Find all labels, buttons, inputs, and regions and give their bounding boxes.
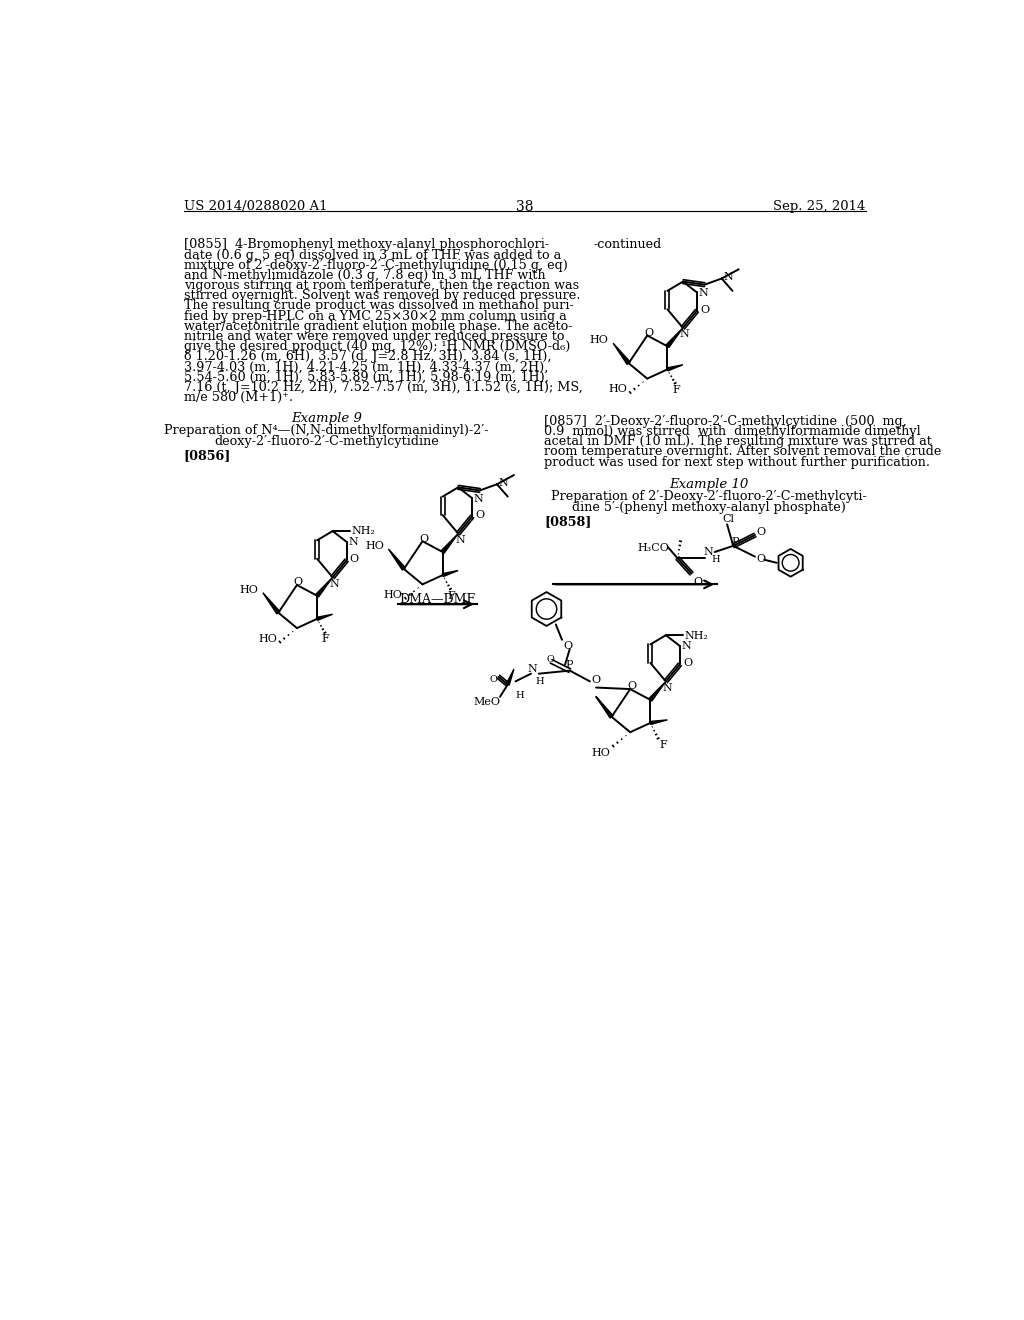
Text: NH₂: NH₂	[351, 527, 375, 536]
Text: F: F	[447, 590, 455, 601]
Text: deoxy-2′-fluoro-2′-C-methylcytidine: deoxy-2′-fluoro-2′-C-methylcytidine	[214, 436, 438, 447]
Text: P: P	[732, 537, 739, 546]
Text: dine 5′-(phenyl methoxy-alanyl phosphate): dine 5′-(phenyl methoxy-alanyl phosphate…	[572, 502, 846, 515]
Text: N: N	[723, 272, 733, 282]
Text: US 2014/0288020 A1: US 2014/0288020 A1	[183, 199, 328, 213]
Text: O: O	[592, 676, 600, 685]
Text: stirred overnight. Solvent was removed by reduced pressure.: stirred overnight. Solvent was removed b…	[183, 289, 581, 302]
Text: [0856]: [0856]	[183, 449, 231, 462]
Text: Cl: Cl	[722, 513, 734, 524]
Text: N: N	[681, 642, 691, 651]
Text: DMA—DMF: DMA—DMF	[399, 594, 475, 606]
Text: O: O	[294, 577, 303, 587]
Text: [0855]  4-Bromophenyl methoxy-alanyl phosphorochlori-: [0855] 4-Bromophenyl methoxy-alanyl phos…	[183, 239, 549, 252]
Text: N: N	[474, 494, 483, 503]
Text: 38: 38	[516, 199, 534, 214]
Text: H₃CO: H₃CO	[637, 543, 669, 553]
Text: H: H	[712, 556, 720, 564]
Text: m/e 580 (M+1)⁺.: m/e 580 (M+1)⁺.	[183, 391, 293, 404]
Text: O: O	[644, 327, 653, 338]
Polygon shape	[666, 327, 683, 347]
Polygon shape	[613, 343, 630, 364]
Text: vigorous stirring at room temperature, then the reaction was: vigorous stirring at room temperature, t…	[183, 279, 579, 292]
Text: HO: HO	[384, 590, 402, 601]
Text: Preparation of N⁴—(N,N-dimethylformanidinyl)-2′-: Preparation of N⁴—(N,N-dimethylformanidi…	[164, 424, 488, 437]
Text: N: N	[703, 548, 714, 557]
Text: HO: HO	[258, 634, 278, 644]
Text: 0.9  mmol) was stirred  with  dimethylformamide dimethyl: 0.9 mmol) was stirred with dimethylforma…	[544, 425, 921, 438]
Text: N: N	[348, 537, 357, 548]
Text: F: F	[659, 741, 668, 750]
Text: water/acetonitrile gradient elution mobile phase. The aceto-: water/acetonitrile gradient elution mobi…	[183, 319, 572, 333]
Text: O: O	[683, 659, 692, 668]
Text: P: P	[565, 660, 572, 669]
Text: O: O	[489, 676, 497, 684]
Text: 5.54-5.60 (m, 1H), 5.83-5.89 (m, 1H), 5.98-6.19 (m, 1H),: 5.54-5.60 (m, 1H), 5.83-5.89 (m, 1H), 5.…	[183, 371, 549, 384]
Text: δ 1.20-1.26 (m, 6H), 3.57 (d, J=2.8 Hz, 3H), 3.84 (s, 1H),: δ 1.20-1.26 (m, 6H), 3.57 (d, J=2.8 Hz, …	[183, 350, 551, 363]
Polygon shape	[650, 719, 668, 725]
Text: N: N	[499, 478, 508, 488]
Text: 7.16 (t, J=10.2 Hz, 2H), 7.52-7.57 (m, 3H), 11.52 (s, 1H); MS,: 7.16 (t, J=10.2 Hz, 2H), 7.52-7.57 (m, 3…	[183, 380, 583, 393]
Polygon shape	[441, 533, 458, 553]
Text: HO: HO	[240, 585, 258, 594]
Text: acetal in DMF (10 mL). The resulting mixture was stirred at: acetal in DMF (10 mL). The resulting mix…	[544, 436, 932, 449]
Text: give the desired product (40 mg, 12%); ¹H NMR (DMSO-d₆): give the desired product (40 mg, 12%); ¹…	[183, 341, 570, 354]
Text: H: H	[515, 690, 524, 700]
Text: HO: HO	[590, 335, 609, 345]
Text: O: O	[757, 553, 766, 564]
Text: O: O	[627, 681, 636, 692]
Text: H: H	[536, 677, 545, 686]
Text: [0858]: [0858]	[544, 515, 592, 528]
Text: O: O	[700, 305, 709, 314]
Text: O: O	[757, 528, 766, 537]
Text: N: N	[528, 664, 538, 675]
Polygon shape	[667, 364, 683, 371]
Text: room temperature overnight. After solvent removal the crude: room temperature overnight. After solven…	[544, 445, 941, 458]
Text: NH₂: NH₂	[684, 631, 709, 640]
Text: F: F	[322, 635, 330, 644]
Text: O: O	[563, 642, 572, 651]
Text: F: F	[672, 385, 680, 395]
Text: fied by prep-HPLC on a YMC 25×30×2 mm column using a: fied by prep-HPLC on a YMC 25×30×2 mm co…	[183, 310, 566, 322]
Polygon shape	[315, 577, 333, 597]
Text: HO: HO	[608, 384, 628, 395]
Text: date (0.6 g, 5 eq) dissolved in 3 mL of THF was added to a: date (0.6 g, 5 eq) dissolved in 3 mL of …	[183, 248, 561, 261]
Text: Preparation of 2′-Deoxy-2′-fluoro-2′-C-methylcyti-: Preparation of 2′-Deoxy-2′-fluoro-2′-C-m…	[551, 491, 867, 503]
Text: Example 10: Example 10	[670, 478, 749, 491]
Polygon shape	[596, 697, 613, 718]
Polygon shape	[442, 570, 458, 577]
Text: 3.97-4.03 (m, 1H), 4.21-4.25 (m, 1H), 4.33-4.37 (m, 2H),: 3.97-4.03 (m, 1H), 4.21-4.25 (m, 1H), 4.…	[183, 360, 548, 374]
Polygon shape	[649, 681, 666, 701]
Text: N: N	[698, 288, 709, 298]
Text: -continued: -continued	[593, 239, 662, 252]
Text: N: N	[680, 330, 689, 339]
Polygon shape	[388, 549, 406, 570]
Text: MeO: MeO	[474, 697, 501, 706]
Text: HO: HO	[592, 747, 610, 758]
Text: The resulting crude product was dissolved in methanol puri-: The resulting crude product was dissolve…	[183, 300, 573, 313]
Text: O: O	[349, 554, 358, 564]
Text: Example 9: Example 9	[291, 412, 361, 425]
Polygon shape	[506, 669, 514, 685]
Polygon shape	[263, 593, 280, 614]
Text: and N-methylimidazole (0.3 g, 7.8 eq) in 3 mL THF with: and N-methylimidazole (0.3 g, 7.8 eq) in…	[183, 269, 546, 282]
Text: mixture of 2′-deoxy-2′-fluoro-2′-C-methyluridine (0.15 g, eq): mixture of 2′-deoxy-2′-fluoro-2′-C-methy…	[183, 259, 567, 272]
Text: N: N	[663, 682, 673, 693]
Text: N: N	[455, 535, 465, 545]
Text: product was used for next step without further purification.: product was used for next step without f…	[544, 455, 930, 469]
Text: O: O	[547, 655, 554, 664]
Text: HO: HO	[366, 541, 384, 550]
Text: O: O	[420, 533, 428, 544]
Text: Sep. 25, 2014: Sep. 25, 2014	[773, 199, 866, 213]
Text: N: N	[330, 578, 339, 589]
Text: [0857]  2′-Deoxy-2′-fluoro-2′-C-methylcytidine  (500  mg,: [0857] 2′-Deoxy-2′-fluoro-2′-C-methylcyt…	[544, 414, 907, 428]
Text: O: O	[475, 511, 484, 520]
Polygon shape	[316, 614, 333, 620]
Text: O: O	[693, 577, 702, 586]
Text: nitrile and water were removed under reduced pressure to: nitrile and water were removed under red…	[183, 330, 564, 343]
